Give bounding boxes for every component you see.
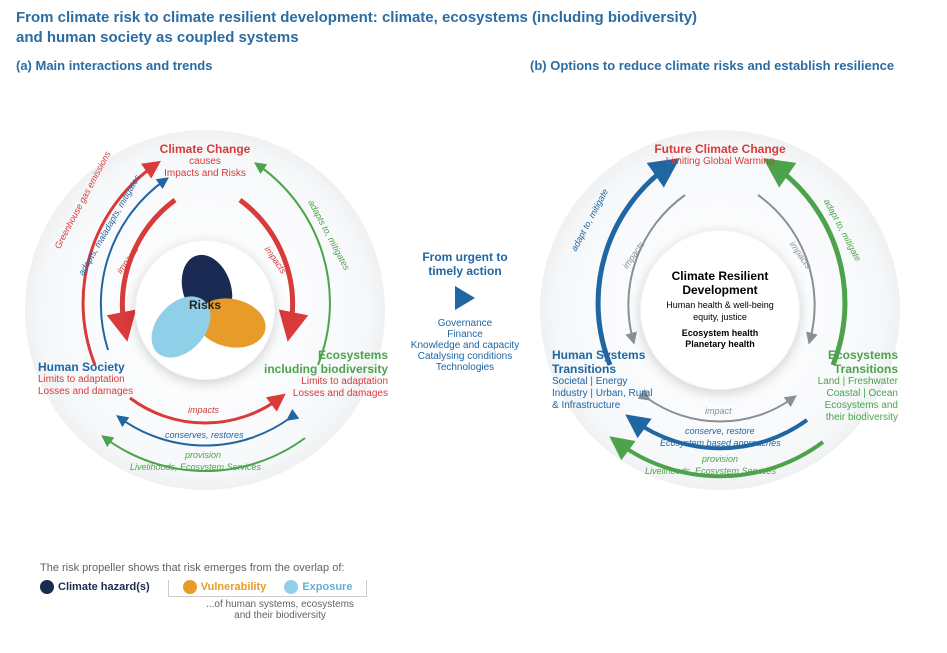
swatch-hazard [40, 580, 54, 594]
risks-label: Risks [135, 298, 275, 312]
node-ecosystem-transitions: Ecosystems Transitions Land | Freshwater… [778, 348, 898, 424]
legend-item-vulnerability: Vulnerability [183, 580, 267, 594]
center-heading: From urgent to timely action [400, 250, 530, 278]
arc-a-b-mid: conserves, restores [165, 430, 244, 440]
crd-sub1: Human health & well-being equity, justic… [666, 300, 774, 323]
center-item-0: Governance [400, 318, 530, 329]
legend-intro: The risk propeller shows that risk emerg… [40, 562, 370, 574]
arc-b-b-mid: conserve, restore [685, 426, 755, 436]
node-future-climate: Future Climate Change Limiting Global Wa… [650, 142, 790, 168]
swatch-exposure [284, 580, 298, 594]
crd-title: Climate Resilient Development [672, 269, 769, 297]
legend: The risk propeller shows that risk emerg… [40, 562, 370, 621]
legend-item-exposure: Exposure [284, 580, 352, 594]
play-icon [455, 286, 475, 310]
arc-a-b-inner: impacts [188, 405, 219, 415]
arc-b-b-outer: Livelihoods, Ecosystem Services [645, 466, 776, 476]
node-climate-change: Climate Change causes Impacts and Risks [150, 142, 260, 180]
center-item-4: Technologies [400, 362, 530, 373]
arc-a-b-outer-label: provision [185, 450, 221, 460]
node-human-transitions: Human Systems Transitions Societal | Ene… [552, 348, 672, 412]
legend-footnote: ...of human systems, ecosystems and thei… [190, 599, 370, 621]
center-item-3: Catalysing conditions [400, 351, 530, 362]
arc-b-b-outer-label: provision [702, 454, 738, 464]
node-ecosystems: Ecosystems including biodiversity Limits… [258, 348, 388, 400]
node-human-society: Human Society Limits to adaptation Losse… [38, 360, 158, 398]
swatch-vulnerability [183, 580, 197, 594]
center-column: From urgent to timely action Governance … [400, 250, 530, 373]
center-item-2: Knowledge and capacity [400, 340, 530, 351]
center-item-1: Finance [400, 329, 530, 340]
panel-a-inner: Risks [135, 240, 275, 380]
arc-a-b-outer: Livelihoods, Ecosystem Services [130, 462, 261, 472]
arc-b-b-mid2: Ecosystem based approaches [660, 438, 781, 448]
crd-sub2: Ecosystem health Planetary health [682, 328, 759, 351]
legend-item-hazard: Climate hazard(s) [40, 580, 150, 594]
arc-b-b-inner: impact [705, 406, 732, 416]
